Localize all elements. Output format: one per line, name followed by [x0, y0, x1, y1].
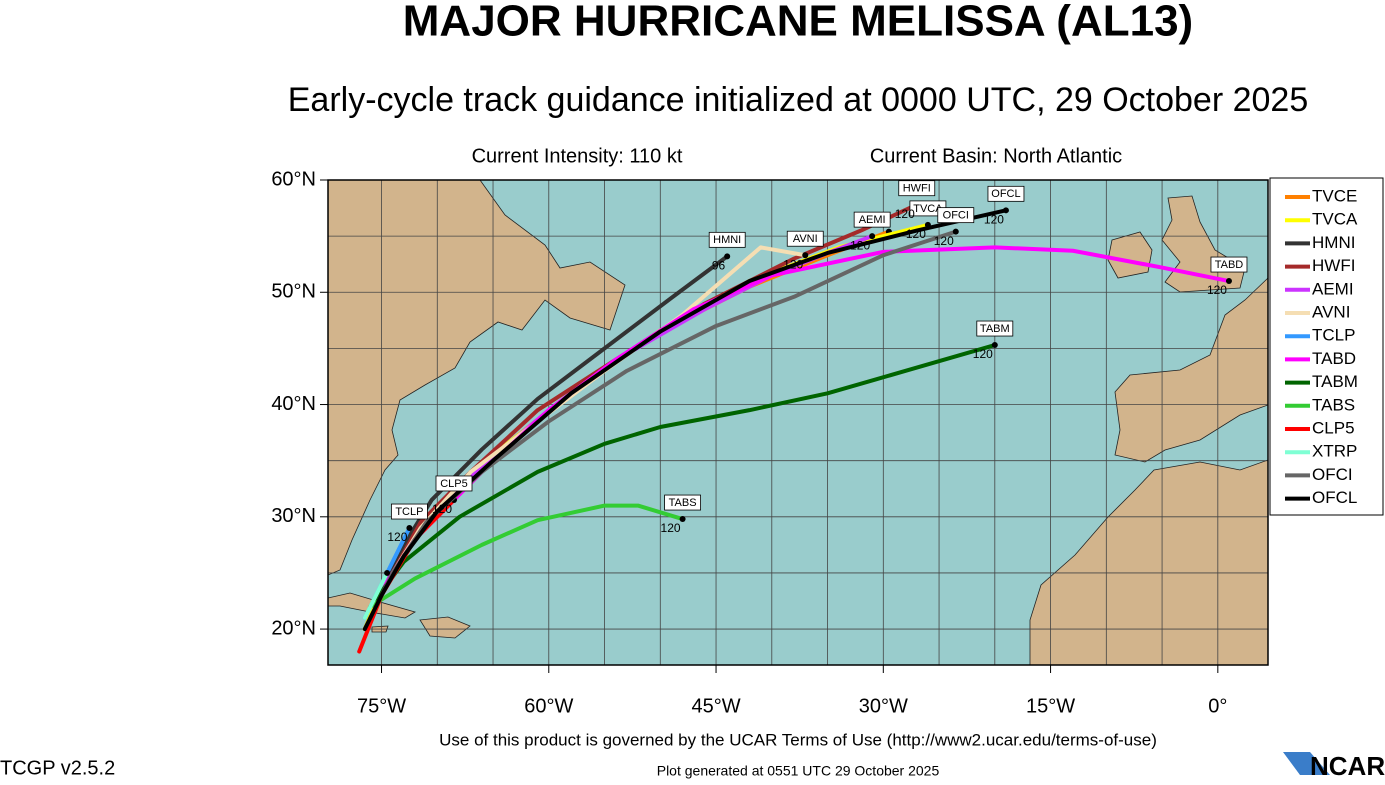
north-america — [328, 180, 626, 576]
hispaniola — [419, 616, 471, 639]
model-box — [664, 494, 701, 511]
legend-label: OFCL — [1312, 488, 1357, 507]
forecast-hour: 120 — [783, 257, 803, 271]
map-frame — [327, 179, 1269, 666]
generated: Plot generated at 0551 UTC 29 October 20… — [657, 763, 940, 779]
track — [368, 343, 997, 609]
forecast-hour: 120 — [387, 530, 407, 544]
legend-label: TABD — [1312, 349, 1356, 368]
model-name: TVCA — [913, 203, 943, 215]
legend-label: AVNI — [1312, 302, 1350, 321]
legend-label: OFCI — [1312, 465, 1353, 484]
forecast-hour: 120 — [661, 521, 681, 535]
track — [368, 503, 685, 609]
track-end — [406, 525, 413, 532]
axes: 75°W 60°W 45°W 30°W 15°W 0° 20°N 30°N 40°N 50°N 60… — [271, 168, 1227, 717]
track — [379, 254, 730, 592]
model-box — [435, 475, 473, 492]
forecast-hour: 120 — [906, 227, 926, 241]
europe — [1114, 277, 1268, 463]
track-end — [869, 233, 876, 240]
y-tick-label: 20°N — [271, 617, 316, 639]
tracks — [357, 201, 1232, 654]
track-end — [679, 516, 686, 523]
model-box — [987, 185, 1025, 202]
model-name: CLP5 — [440, 478, 468, 490]
x-tick-label: 60°W — [524, 695, 573, 717]
model-box — [708, 231, 746, 248]
x-tick-label: 15°W — [1026, 695, 1075, 717]
forecast-hour: 96 — [712, 259, 726, 273]
legend-label: XTRP — [1312, 442, 1357, 461]
track-end — [384, 569, 391, 576]
legend-box — [1269, 177, 1384, 516]
x-tick-label: 45°W — [691, 695, 740, 717]
track-end — [724, 253, 731, 260]
model-box — [390, 503, 428, 520]
africa — [1029, 459, 1268, 665]
model-name: TABD — [1215, 259, 1244, 271]
forecast-hour: 120 — [973, 347, 993, 361]
model-box — [898, 180, 936, 197]
model-name: TABS — [669, 497, 697, 509]
logo-mark — [1283, 752, 1330, 775]
legend-label: CLP5 — [1312, 418, 1355, 437]
model-name: TABM — [980, 323, 1010, 335]
forecast-hour: 120 — [934, 234, 954, 248]
forecast-hour: 120 — [895, 207, 915, 221]
x-tick-label: 30°W — [859, 695, 908, 717]
track-end — [991, 342, 998, 349]
track-end — [952, 228, 959, 235]
y-tick-label: 60°N — [271, 168, 316, 190]
forecast-hour: 120 — [850, 238, 870, 252]
x-tick-label: 0° — [1208, 695, 1227, 717]
land — [328, 180, 1268, 665]
model-name: OFCL — [991, 188, 1020, 200]
subtitle: Early-cycle track guidance initialized a… — [288, 81, 1309, 119]
model-box — [1210, 256, 1248, 273]
model-box — [937, 207, 975, 224]
legend-label: TABM — [1312, 372, 1358, 391]
model-name: TCLP — [395, 506, 423, 518]
forecast-hour: 120 — [432, 502, 452, 516]
track-end — [1225, 278, 1232, 285]
legend-label: HMNI — [1312, 233, 1355, 252]
model-box — [786, 230, 824, 247]
model-name: AVNI — [793, 233, 818, 245]
track-end — [802, 252, 809, 259]
legend-label: TABS — [1312, 395, 1355, 414]
track-labels: 120TVCA96HMNI120HWFI120AEMI120AVNI120TCL… — [387, 180, 1248, 544]
y-tick-label: 30°N — [271, 505, 316, 527]
model-box — [853, 211, 891, 228]
track — [362, 208, 1008, 632]
track — [362, 570, 390, 620]
y-tick-label: 40°N — [271, 393, 316, 415]
track-end — [1002, 207, 1009, 214]
title: MAJOR HURRICANE MELISSA (AL13) — [403, 0, 1193, 46]
legend: TVCE TVCA HMNI HWFI AEMI AVNI TCLP TABD TABM TABS… — [1285, 186, 1358, 507]
legend-label: TVCA — [1312, 210, 1358, 229]
terms: Use of this product is governed by the U… — [439, 730, 1157, 749]
legend-label: HWFI — [1312, 256, 1355, 275]
legend-label: TCLP — [1312, 326, 1355, 345]
model-name: OFCI — [943, 210, 969, 222]
ireland — [1107, 231, 1153, 279]
forecast-hour: 120 — [1207, 283, 1227, 297]
forecast-hour: 120 — [984, 212, 1004, 226]
y-tick-label: 50°N — [271, 281, 316, 303]
model-name: AEMI — [859, 214, 886, 226]
version: TCGP v2.5.2 — [0, 757, 115, 779]
map — [328, 180, 1268, 665]
legend-label: AEMI — [1312, 279, 1354, 298]
intensity: Current Intensity: 110 kt — [472, 145, 683, 167]
basin: Current Basin: North Atlantic — [870, 145, 1122, 167]
x-tick-label: 75°W — [357, 695, 406, 717]
model-name: HMNI — [713, 234, 741, 246]
model-name: HWFI — [903, 183, 931, 195]
legend-label: TVCE — [1312, 186, 1357, 205]
logo: NCAR — [1310, 751, 1385, 780]
model-box — [976, 320, 1014, 337]
